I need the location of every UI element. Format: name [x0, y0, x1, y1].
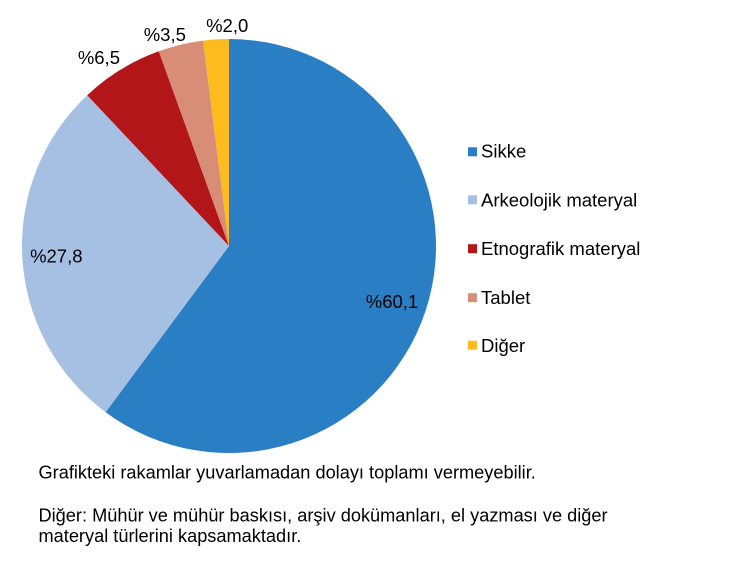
- svg-text:Grafikteki rakamlar yuvarlamad: Grafikteki rakamlar yuvarlamadan dolayı …: [39, 463, 536, 483]
- svg-text:%27,8: %27,8: [30, 246, 82, 267]
- svg-text:Tablet: Tablet: [481, 287, 530, 308]
- svg-text:Sikke: Sikke: [481, 141, 526, 162]
- svg-text:Arkeolojik materyal: Arkeolojik materyal: [481, 189, 637, 210]
- svg-text:Etnografik materyal: Etnografik materyal: [481, 238, 640, 259]
- svg-text:materyal türlerini kapsamaktad: materyal türlerini kapsamaktadır.: [39, 526, 302, 546]
- svg-text:Diğer: Diğer: [481, 335, 525, 356]
- svg-text:%60,1: %60,1: [366, 291, 418, 312]
- svg-text:%3,5: %3,5: [144, 24, 186, 45]
- svg-text:%2,0: %2,0: [206, 15, 248, 36]
- svg-text:%6,5: %6,5: [78, 47, 120, 68]
- svg-text:Diğer: Mühür ve mühür baskısı,: Diğer: Mühür ve mühür baskısı, arşiv dok…: [39, 505, 608, 525]
